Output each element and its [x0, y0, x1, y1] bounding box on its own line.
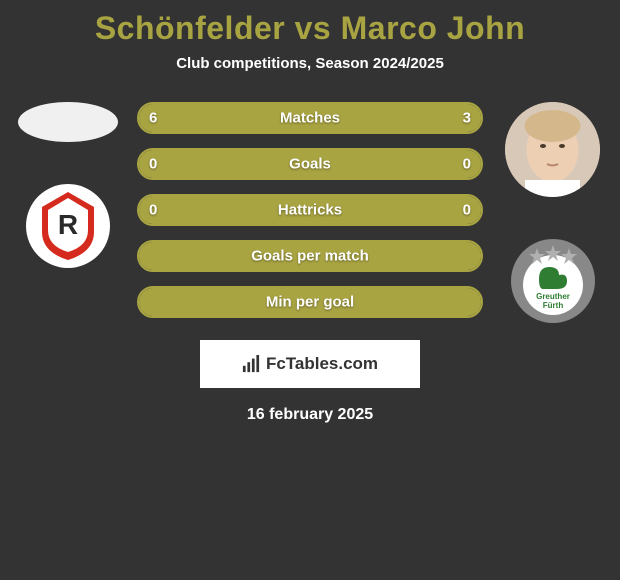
stat-row: 0 0 Hattricks: [137, 194, 483, 226]
stat-value-right: 0: [463, 202, 471, 219]
club-logo-left-icon: R: [24, 182, 112, 270]
subtitle: Club competitions, Season 2024/2025: [0, 55, 620, 72]
comparison-title: Schönfelder vs Marco John: [0, 10, 620, 47]
player-left-club-logo: R: [24, 182, 112, 270]
watermark-text: FcTables.com: [266, 354, 378, 374]
stat-value-right: 0: [463, 156, 471, 173]
watermark: FcTables.com: [200, 340, 420, 388]
right-player-column: Greuther Fürth: [495, 102, 610, 325]
stat-row: Min per goal: [137, 286, 483, 318]
stat-value-right: 3: [463, 110, 471, 127]
player-left-avatar: [18, 102, 118, 142]
stat-label: Goals per match: [251, 248, 369, 265]
stat-label: Goals: [289, 156, 331, 173]
stat-value-left: 0: [149, 156, 157, 173]
infographic-container: Schönfelder vs Marco John Club competiti…: [0, 0, 620, 434]
stat-value-left: 0: [149, 202, 157, 219]
stat-label: Matches: [280, 110, 340, 127]
svg-text:R: R: [57, 209, 77, 240]
stat-label: Min per goal: [266, 294, 354, 311]
player-face-icon: [505, 102, 600, 197]
left-player-column: R: [10, 102, 125, 270]
stat-bar-left-fill: [139, 150, 310, 178]
svg-text:Greuther: Greuther: [536, 292, 570, 301]
stat-value-left: 6: [149, 110, 157, 127]
svg-text:Fürth: Fürth: [542, 301, 563, 310]
stat-bar-right-fill: [310, 150, 481, 178]
stat-row: 0 0 Goals: [137, 148, 483, 180]
stats-column: 6 3 Matches 0 0 Goals 0 0 Hattricks Goals per mat…: [125, 102, 495, 318]
club-logo-right-icon: Greuther Fürth: [509, 237, 597, 325]
player-right-avatar: [505, 102, 600, 197]
player-right-club-logo: Greuther Fürth: [509, 237, 597, 325]
watermark-chart-icon: [242, 355, 260, 373]
date: 16 february 2025: [0, 406, 620, 424]
stat-row: Goals per match: [137, 240, 483, 272]
main-content: R 6 3 Matches 0 0 Goals 0 0 Hattricks Goals per m…: [0, 102, 620, 325]
stat-label: Hattricks: [278, 202, 342, 219]
stat-row: 6 3 Matches: [137, 102, 483, 134]
